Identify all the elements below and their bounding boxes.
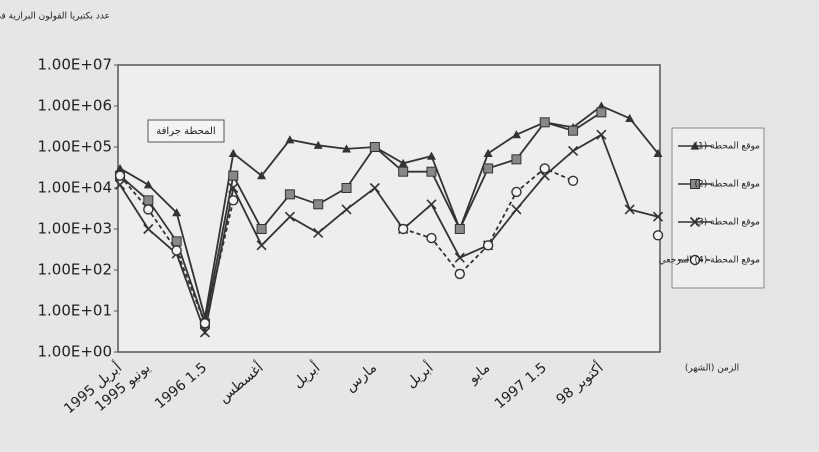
marker xyxy=(341,183,352,193)
y-tick-label: 1.00E+01 xyxy=(37,302,112,320)
marker xyxy=(228,182,239,194)
marker xyxy=(114,179,126,190)
marker xyxy=(171,245,182,256)
marker xyxy=(398,158,408,167)
marker xyxy=(426,166,437,177)
marker xyxy=(313,227,324,239)
legend-marker xyxy=(690,179,700,189)
marker xyxy=(625,113,635,122)
marker xyxy=(426,232,437,244)
marker xyxy=(539,163,550,174)
annotation-box xyxy=(147,119,225,143)
y-tick-label: 1.00E+07 xyxy=(37,56,112,74)
marker xyxy=(257,171,267,180)
chart-title: عدد بكتيريا القولون البرازية في 100 مل xyxy=(0,12,110,22)
marker xyxy=(511,130,521,139)
marker xyxy=(454,224,465,234)
marker xyxy=(285,135,295,144)
legend-label: موقع المحطة (2) xyxy=(694,180,760,190)
marker xyxy=(596,107,607,118)
legend-marker xyxy=(689,254,701,266)
marker xyxy=(652,230,664,241)
marker xyxy=(284,211,295,222)
y-tick-label: 1.00E+04 xyxy=(37,179,112,197)
marker xyxy=(369,182,380,194)
legend-label: موقع المحطة (3) xyxy=(694,218,760,228)
marker xyxy=(228,170,239,181)
legend-marker xyxy=(690,141,700,150)
y-tick-label: 1.00E+05 xyxy=(37,138,112,156)
y-tick-label: 1.00E+03 xyxy=(37,220,112,238)
legend-marker xyxy=(689,216,701,228)
marker xyxy=(397,223,409,235)
marker xyxy=(568,125,579,136)
marker xyxy=(115,163,125,173)
marker xyxy=(228,148,238,157)
marker xyxy=(199,327,211,338)
legend-label: موقع المحطة (1) xyxy=(694,142,760,152)
marker xyxy=(482,240,494,251)
marker xyxy=(454,252,465,263)
marker xyxy=(143,195,154,206)
marker xyxy=(539,117,550,128)
marker xyxy=(483,148,493,157)
marker xyxy=(313,199,324,210)
marker xyxy=(256,224,267,234)
marker xyxy=(653,148,663,157)
legend-box xyxy=(671,127,765,289)
marker xyxy=(511,154,522,165)
marker xyxy=(567,175,579,186)
marker xyxy=(172,208,182,217)
marker xyxy=(624,204,635,215)
marker xyxy=(284,189,295,200)
marker xyxy=(199,318,211,329)
marker xyxy=(114,170,126,181)
marker xyxy=(483,163,494,174)
marker xyxy=(652,211,664,222)
marker xyxy=(143,180,153,189)
marker xyxy=(567,145,579,157)
marker xyxy=(511,186,522,198)
annotation: المحطة جرافة xyxy=(156,126,215,137)
marker xyxy=(426,199,437,210)
marker xyxy=(341,204,352,215)
marker xyxy=(228,195,239,206)
y-tick-label: 1.00E+06 xyxy=(37,97,112,115)
marker xyxy=(143,204,154,215)
marker xyxy=(256,240,267,251)
y-tick-label: 1.00E+00 xyxy=(37,343,112,361)
marker xyxy=(511,204,522,215)
x-axis-label: الزمن (الشهر) xyxy=(685,364,739,374)
marker xyxy=(342,144,352,153)
marker xyxy=(454,268,465,280)
marker xyxy=(596,129,607,140)
marker xyxy=(313,140,323,149)
marker xyxy=(426,151,436,160)
marker xyxy=(143,223,154,235)
legend-label: موقع المحطة (4) المرجعي xyxy=(659,256,760,266)
marker xyxy=(369,142,380,152)
marker xyxy=(398,166,409,177)
y-tick-label: 1.00E+02 xyxy=(37,261,112,279)
